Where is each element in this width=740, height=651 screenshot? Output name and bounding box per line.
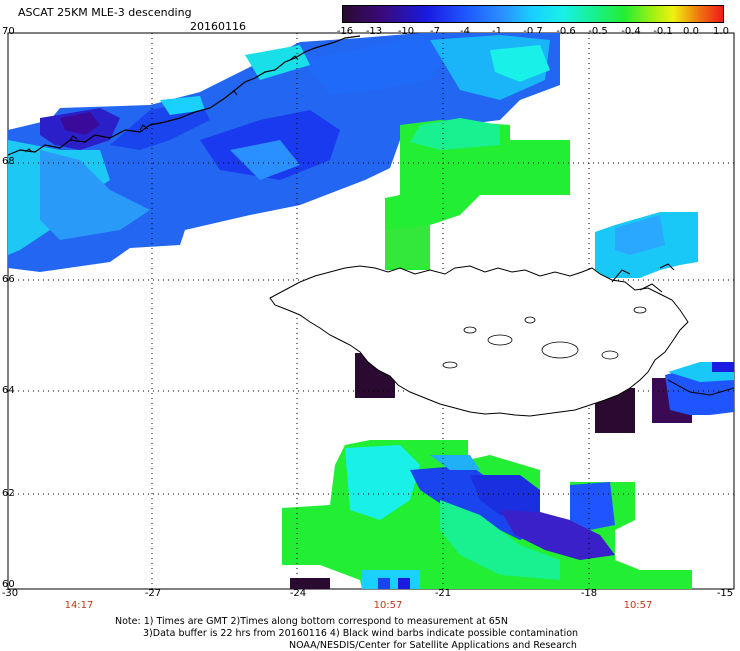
lat-label: 70 [2,26,15,37]
colorbar-label: -0.5 [588,26,608,37]
greenland-fjords [24,55,299,153]
swath-south [282,440,692,589]
colorbar-label: -0.1 [653,26,673,37]
swath-east [595,212,698,278]
note-line-1: Note: 1) Times are GMT 2)Times along bot… [115,616,508,627]
colorbar-label: -16 [336,26,354,37]
faroe-coastline [667,379,735,396]
iceland-coastline [269,265,689,417]
colorbar [342,5,724,23]
colorbar-gradient [342,5,724,23]
colorbar-label: -1 [492,26,502,37]
lon-label: -30 [1,588,19,599]
note-line-2: 3)Data buffer is 22 hrs from 20160116 4)… [143,628,579,639]
colorbar-label: -7 [430,26,440,37]
lat-label: 64 [2,385,15,396]
swath-green-north [385,118,570,270]
colorbar-label: -0.6 [556,26,576,37]
colorbar-label: -4 [460,26,470,37]
lat-label: 62 [2,488,15,499]
colorbar-label: 1.0 [713,26,729,37]
lon-label: -27 [144,588,162,599]
colorbar-label: -0.4 [621,26,641,37]
iceland-north-coast [611,263,675,293]
iceland-lakes [442,306,647,369]
swath-southeast [665,362,734,415]
map-date: 20160116 [190,20,246,33]
map-title: ASCAT 25KM MLE-3 descending [18,6,192,19]
lon-label: -21 [434,588,452,599]
lon-label: -15 [716,588,734,599]
colorbar-label: 0.0 [683,26,699,37]
time-label: 10:57 [623,600,653,611]
lat-label: 60 [2,579,15,590]
colorbar-label: -10 [397,26,415,37]
lat-label: 66 [2,274,15,285]
lon-label: -24 [289,588,307,599]
lon-label: -18 [580,588,598,599]
swath-north [8,33,560,272]
colorbar-label: -0.7 [523,26,543,37]
time-label: 14:17 [64,600,94,611]
lat-label: 68 [2,156,15,167]
time-label: 10:57 [373,600,403,611]
colorbar-label: -13 [365,26,383,37]
note-line-3: NOAA/NESDIS/Center for Satellite Applica… [289,640,577,651]
greenland-coastline [7,35,361,156]
